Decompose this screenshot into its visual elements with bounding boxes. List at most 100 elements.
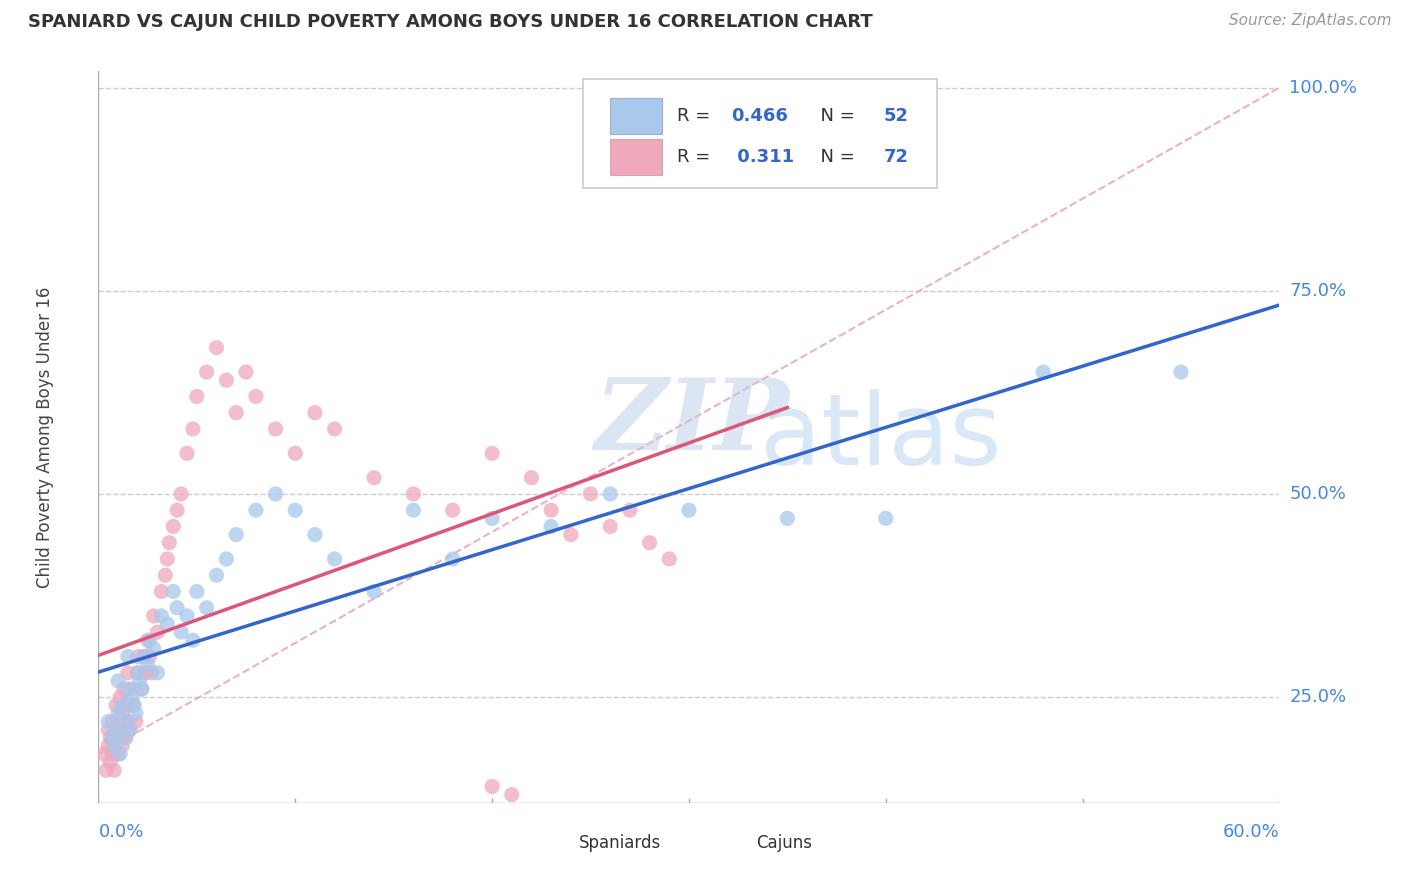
Point [181,422,204,436]
Point [619,503,641,517]
Point [122,698,145,713]
Point [162,584,184,599]
Point [121,690,143,705]
Point [131,681,153,696]
Point [101,747,124,761]
Point [599,487,621,501]
Point [441,552,464,566]
Point [136,633,159,648]
Text: ZIP: ZIP [595,375,789,471]
Point [136,657,159,672]
Point [323,552,346,566]
Point [117,681,139,696]
Point [402,487,425,501]
Point [363,584,385,599]
Point [205,568,228,582]
Point [127,665,149,680]
Text: 60.0%: 60.0% [1223,823,1279,841]
Text: Source: ZipAtlas.com: Source: ZipAtlas.com [1229,13,1392,29]
Point [112,681,135,696]
Text: N =: N = [810,148,860,166]
Point [235,365,257,379]
Point [304,406,326,420]
Text: 50.0%: 50.0% [1289,485,1346,503]
Point [146,665,169,680]
Point [105,723,128,737]
Point [107,747,129,761]
Point [323,422,346,436]
Point [97,723,120,737]
Point [181,633,204,648]
Point [107,706,129,721]
Point [284,503,307,517]
Point [127,649,149,664]
Point [186,389,208,403]
Point [118,723,141,737]
Point [245,503,267,517]
Point [98,755,121,769]
Point [225,527,247,541]
Point [155,568,177,582]
Point [115,731,138,745]
Point [98,731,121,745]
Text: Child Poverty Among Boys Under 16: Child Poverty Among Boys Under 16 [37,286,55,588]
Point [146,625,169,640]
Point [162,519,184,533]
Point [103,764,125,778]
Text: N =: N = [810,107,860,126]
Point [264,487,287,501]
Point [166,503,188,517]
Point [111,739,134,753]
Point [97,739,120,753]
Point [118,723,141,737]
Point [150,608,173,623]
Text: 25.0%: 25.0% [1289,688,1347,706]
Point [176,446,198,460]
Point [156,552,179,566]
Point [122,698,145,713]
Text: SPANIARD VS CAJUN CHILD POVERTY AMONG BOYS UNDER 16 CORRELATION CHART: SPANIARD VS CAJUN CHILD POVERTY AMONG BO… [28,13,873,31]
Point [105,723,128,737]
Point [264,422,287,436]
Text: 0.466: 0.466 [731,107,789,126]
Point [96,764,118,778]
Point [540,519,562,533]
Point [115,698,138,713]
Point [1170,365,1192,379]
Point [108,731,131,745]
FancyBboxPatch shape [710,827,751,859]
Point [363,471,385,485]
Point [638,535,661,549]
Point [150,584,173,599]
Point [205,341,228,355]
Point [520,471,543,485]
Point [215,373,238,387]
Point [125,706,148,721]
Point [128,673,150,688]
Point [225,406,247,420]
Text: Spaniards: Spaniards [579,834,661,852]
Point [135,665,157,680]
Point [117,665,139,680]
Point [93,747,115,761]
Point [195,365,218,379]
Point [170,487,193,501]
FancyBboxPatch shape [533,827,574,859]
Point [176,608,198,623]
Point [304,527,326,541]
Point [142,641,165,656]
Point [402,503,425,517]
Text: 0.0%: 0.0% [98,823,143,841]
Point [501,788,523,802]
Point [284,446,307,460]
Point [108,747,131,761]
Point [776,511,799,525]
Point [1032,365,1054,379]
Point [103,739,125,753]
Point [245,389,267,403]
Point [107,673,129,688]
Text: Cajuns: Cajuns [756,834,813,852]
Point [103,739,125,753]
Point [111,706,134,721]
Point [157,535,180,549]
